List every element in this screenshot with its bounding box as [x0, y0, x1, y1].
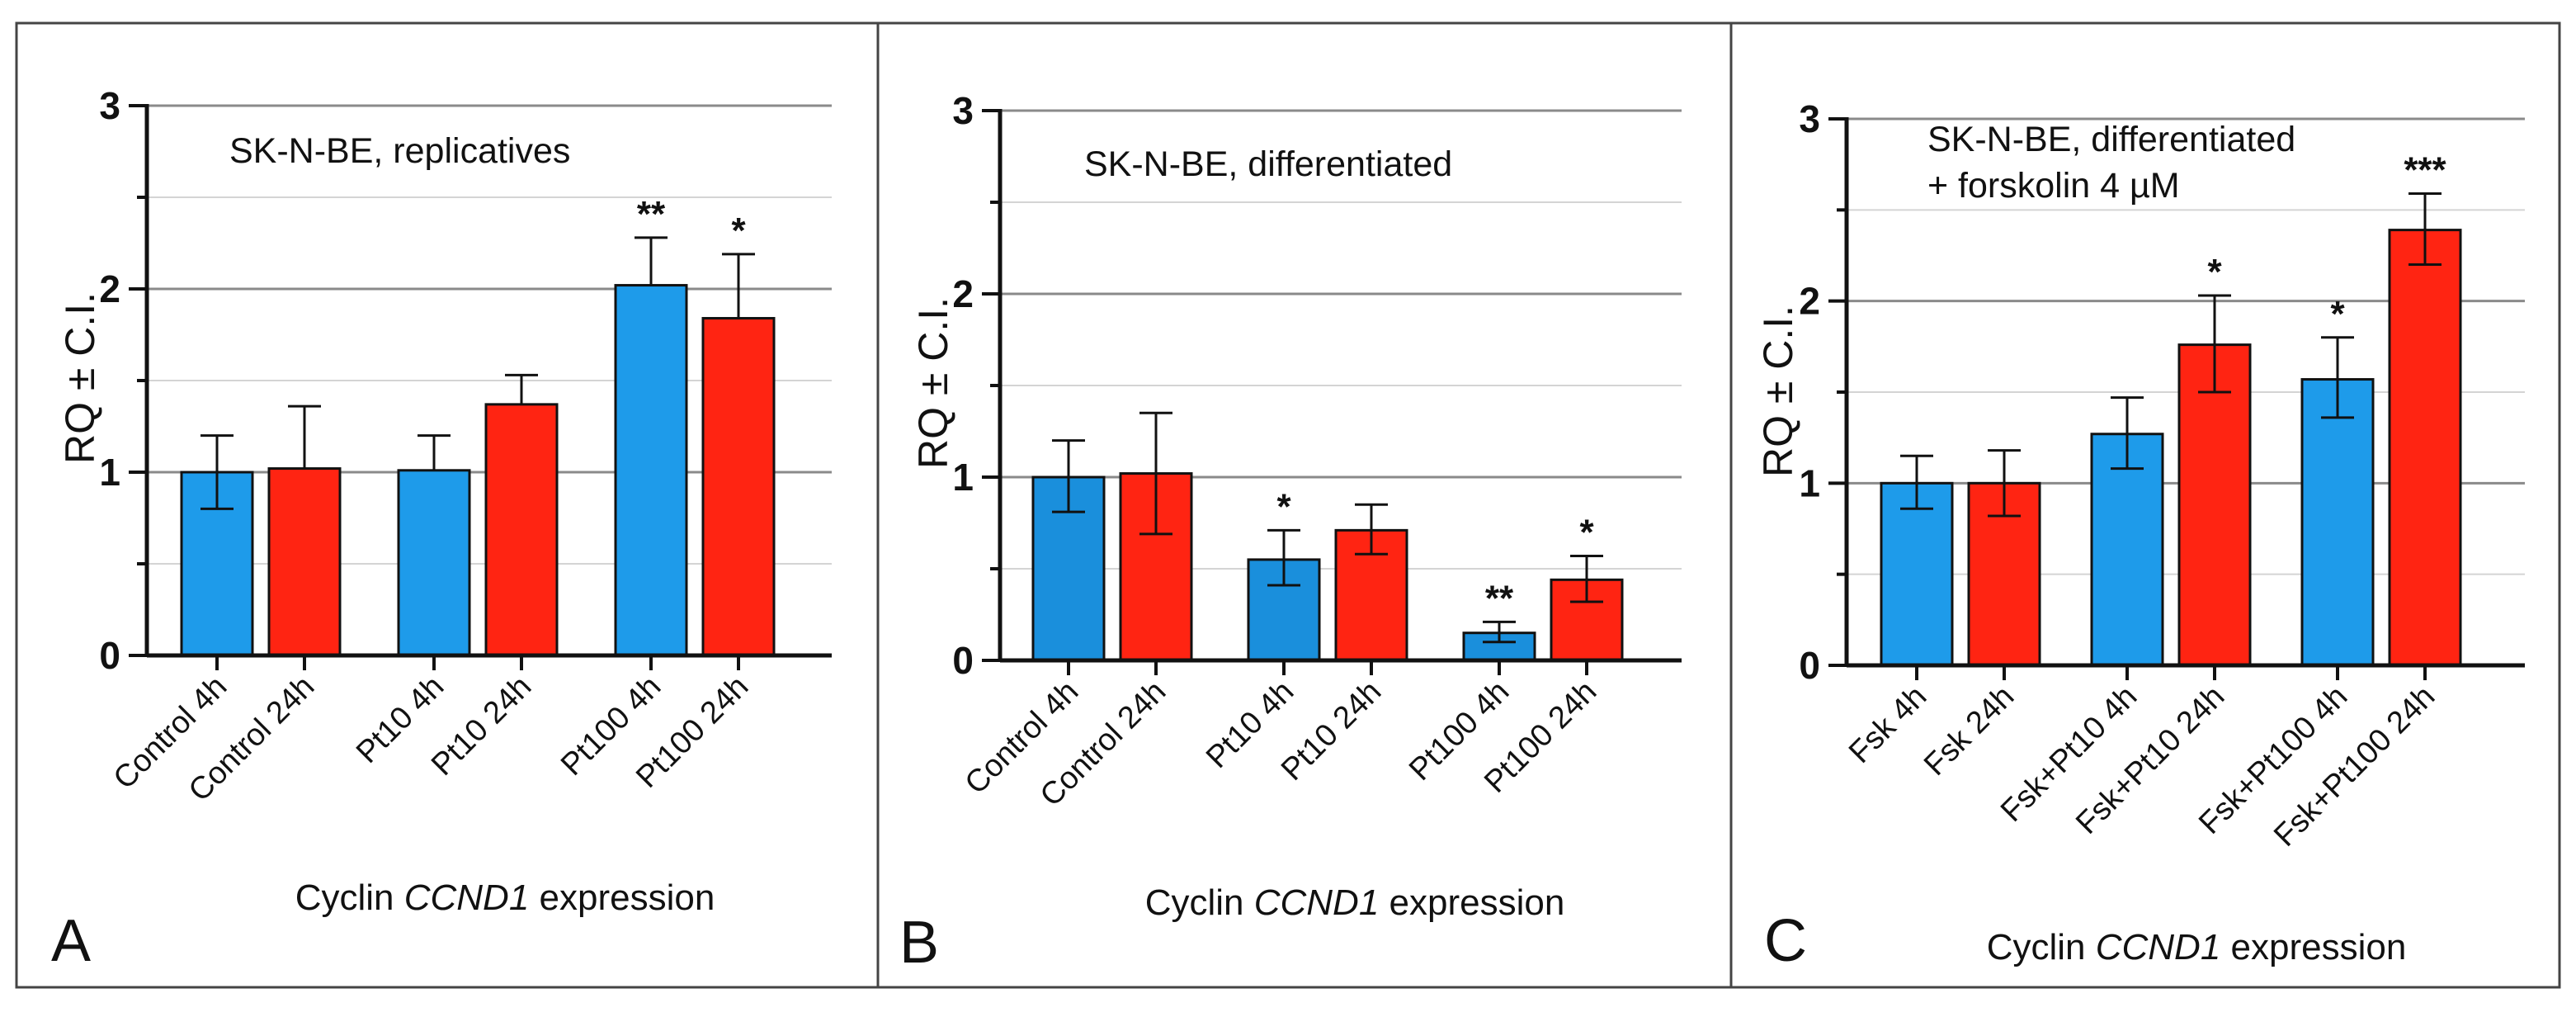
y-axis-label: RQ ± C.I. — [1755, 305, 1801, 477]
y-tick-label: 1 — [1799, 461, 1820, 504]
x-axis-title: Cyclin CCND1 expression — [295, 877, 715, 918]
y-tick-label: 2 — [952, 272, 974, 315]
bars: ** * — [180, 194, 776, 657]
significance-mark: * — [731, 210, 746, 251]
significance-mark: * — [2207, 252, 2222, 292]
panel-c-title-line-1: SK-N-BE, differentiated — [1927, 120, 2295, 159]
significance-mark: ** — [1485, 578, 1514, 618]
y-tick-label: 0 — [952, 639, 974, 682]
x-tick-label: Fsk 24h — [1918, 679, 2021, 783]
bar — [701, 317, 776, 657]
bar — [2388, 229, 2462, 667]
y-tick-label: 0 — [99, 634, 120, 677]
x-tick-label: Fsk+Pt100 24h — [2267, 679, 2442, 854]
panel-a-letter: A — [51, 908, 91, 974]
bar — [1880, 481, 1954, 667]
panel-b-letter: B — [899, 910, 939, 976]
y-tick-label: 2 — [1799, 280, 1820, 323]
bar — [614, 284, 688, 657]
panel-c-title-line-2: + forskolin 4 µM — [1927, 166, 2180, 206]
bar — [2090, 433, 2164, 667]
significance-mark: * — [1276, 486, 1291, 527]
bars: **** — [1031, 411, 1624, 662]
x-axis-title: Cyclin CCND1 expression — [1145, 882, 1565, 923]
y-axis-label: RQ ± C.I. — [57, 292, 103, 464]
y-tick-label: 2 — [99, 267, 120, 310]
y-axis-label: RQ ± C.I. — [910, 297, 956, 469]
panel-b-title-line-1: SK-N-BE, differentiated — [1084, 144, 1452, 184]
y-tick-label: 3 — [952, 89, 974, 132]
significance-mark: * — [1579, 512, 1594, 552]
bar — [484, 403, 559, 657]
y-tick-label: 3 — [99, 84, 120, 127]
bar — [2300, 378, 2375, 667]
significance-mark: * — [2330, 294, 2345, 334]
significance-mark: ** — [637, 194, 666, 234]
panel-c-letter: C — [1764, 908, 1807, 974]
y-tick-label: 0 — [1799, 644, 1820, 687]
y-tick-label: 1 — [99, 451, 120, 494]
significance-mark: *** — [2404, 149, 2446, 190]
y-tick-label: 3 — [1799, 97, 1820, 140]
bar — [2177, 343, 2252, 667]
bars: ***** — [1880, 149, 2462, 667]
panel-frame-c — [1729, 21, 2561, 989]
y-tick-label: 1 — [952, 456, 974, 499]
bar — [397, 469, 471, 657]
bar — [267, 467, 342, 657]
panel-a-title-line-1: SK-N-BE, replicatives — [229, 131, 570, 171]
x-axis-title: Cyclin CCND1 expression — [1987, 927, 2407, 967]
